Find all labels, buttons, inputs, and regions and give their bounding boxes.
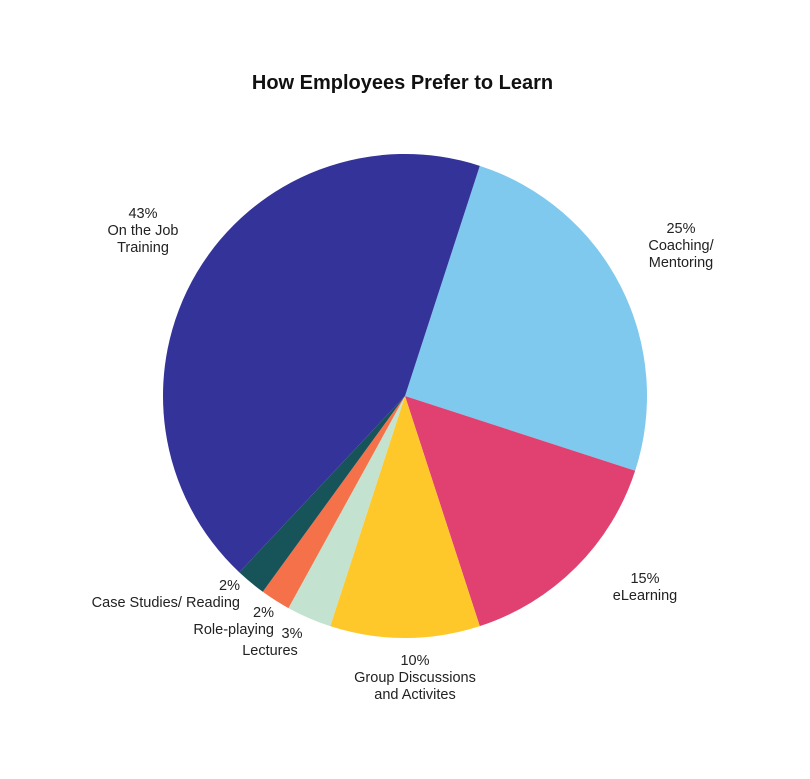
slice-value-label: 2% bbox=[219, 578, 240, 594]
slice-name-label: Group Discussions bbox=[354, 670, 476, 686]
slice-value-label: 15% bbox=[630, 571, 660, 587]
slice-name-label: Role-playing bbox=[193, 622, 274, 638]
slice-label-coaching-mentoring: 25% Coaching/ Mentoring bbox=[625, 221, 737, 272]
slice-name-label: and Activites bbox=[374, 687, 456, 703]
pie-slice bbox=[162, 153, 480, 573]
slice-name-label: Coaching/ bbox=[648, 238, 714, 254]
slice-value-label: 2% bbox=[253, 605, 274, 621]
slice-label-on-the-job-training: 43% On the Job Training bbox=[88, 206, 198, 257]
pie-slice bbox=[262, 396, 405, 609]
slice-name-label: Mentoring bbox=[648, 255, 714, 271]
slice-name-label: Lectures bbox=[242, 643, 298, 659]
slice-name-label: Case Studies/ Reading bbox=[91, 595, 240, 611]
slice-label-role-playing: 2% Role-playing bbox=[150, 605, 274, 639]
slice-value-label: 25% bbox=[666, 221, 696, 237]
pie-slice bbox=[239, 396, 405, 592]
chart-title: How Employees Prefer to Learn bbox=[251, 72, 554, 94]
pie-slice bbox=[405, 396, 636, 627]
slice-value-label: 10% bbox=[400, 653, 430, 669]
slice-label-elearning: 15% eLearning bbox=[590, 571, 700, 605]
pie-slice bbox=[288, 396, 405, 627]
slice-value-label: 43% bbox=[128, 206, 158, 222]
pie-slice bbox=[405, 165, 648, 471]
slice-label-lectures: 3% Lectures bbox=[230, 626, 310, 660]
slice-value-label: 3% bbox=[281, 626, 303, 642]
slice-label-group-discussions: 10% Group Discussions and Activites bbox=[330, 653, 500, 704]
pie-slice bbox=[330, 396, 480, 639]
slice-name-label: On the Job bbox=[107, 223, 179, 239]
slice-name-label: Training bbox=[117, 240, 169, 256]
slice-label-case-studies-reading: 2% Case Studies/ Reading bbox=[40, 578, 240, 612]
slice-name-label: eLearning bbox=[612, 588, 678, 604]
